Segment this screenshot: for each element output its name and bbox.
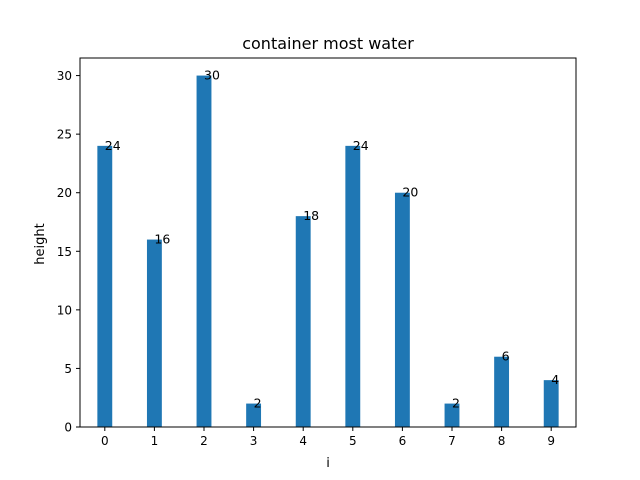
- y-axis-label: height: [33, 223, 48, 264]
- data-label-2: 30: [204, 68, 220, 83]
- x-tick-label-0: 0: [101, 434, 109, 448]
- y-tick-label-30: 30: [57, 69, 72, 83]
- data-label-9: 4: [551, 372, 559, 387]
- x-tick-label-6: 6: [399, 434, 407, 448]
- data-label-4: 18: [303, 208, 319, 223]
- bar-9: [543, 380, 559, 427]
- x-tick-label-8: 8: [498, 434, 506, 448]
- x-tick-label-7: 7: [448, 434, 456, 448]
- x-tick-label-4: 4: [299, 434, 307, 448]
- chart-title: container most water: [242, 34, 414, 53]
- data-labels-group: 24 16 30 2 18 24 20 2 6 4: [105, 68, 559, 411]
- x-tick-label-5: 5: [349, 434, 357, 448]
- y-tick-label-5: 5: [64, 362, 72, 376]
- bar-3: [246, 403, 262, 427]
- ticks-group: 0 1 2 3 4 5 6 7 8 9 0 5 10 15 20 25 30: [57, 69, 555, 448]
- y-tick-label-20: 20: [57, 186, 72, 200]
- bars-group: [97, 75, 559, 428]
- bar-6: [394, 192, 410, 427]
- y-tick-label-15: 15: [57, 245, 72, 259]
- y-tick-label-0: 0: [64, 421, 72, 435]
- data-label-5: 24: [353, 138, 369, 153]
- data-label-3: 2: [254, 396, 262, 411]
- data-label-0: 24: [105, 138, 121, 153]
- y-tick-label-25: 25: [57, 128, 72, 142]
- plot-frame: [79, 57, 577, 428]
- bar-0: [97, 145, 113, 427]
- bar-8: [494, 356, 510, 427]
- data-label-7: 2: [452, 396, 460, 411]
- bar-5: [345, 145, 361, 427]
- bar-1: [146, 239, 162, 427]
- data-label-8: 6: [502, 349, 510, 364]
- x-tick-label-9: 9: [547, 434, 555, 448]
- data-label-1: 16: [154, 232, 170, 247]
- bar-2: [196, 75, 212, 428]
- x-tick-label-1: 1: [151, 434, 159, 448]
- x-axis-label: i: [326, 456, 330, 471]
- y-tick-label-10: 10: [57, 303, 72, 317]
- x-tick-label-2: 2: [200, 434, 208, 448]
- bar-4: [295, 216, 311, 427]
- x-tick-label-3: 3: [250, 434, 258, 448]
- data-label-6: 20: [402, 185, 418, 200]
- bar-7: [444, 403, 460, 427]
